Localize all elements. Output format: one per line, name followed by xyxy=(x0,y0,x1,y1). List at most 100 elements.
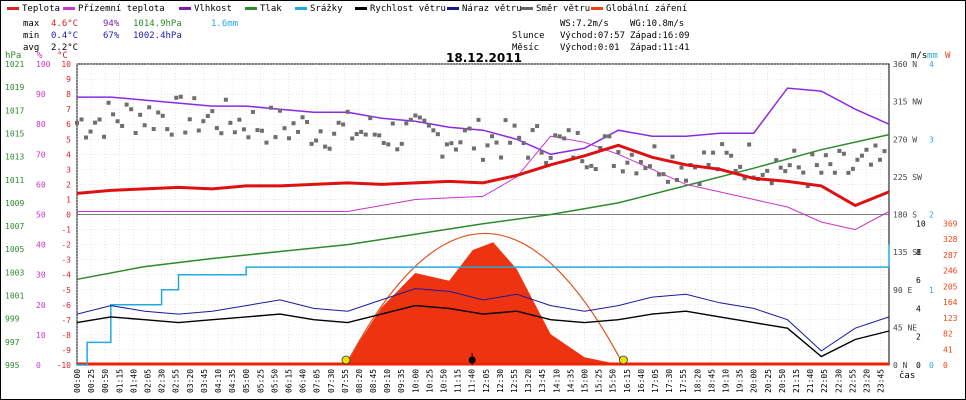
wind-dir-point xyxy=(354,132,359,137)
wind-dir-point xyxy=(598,146,603,151)
wind-dir-point xyxy=(205,113,210,118)
humidity-tick-label: 20 xyxy=(36,301,46,310)
wind-dir-point xyxy=(670,154,675,159)
pressure-tick-label: 997 xyxy=(5,338,20,347)
wind-dir-point xyxy=(178,94,183,99)
unit-degc: °C xyxy=(57,51,68,61)
temperature-tick-label: -2 xyxy=(61,241,71,250)
pressure-tick-label: 1019 xyxy=(5,83,24,92)
x-tick-label: 02:30 xyxy=(158,369,167,393)
legend-label: Náraz větru xyxy=(462,4,522,14)
wind-dir-tick-label: 180 S xyxy=(893,211,917,220)
pressure-tick-label: 999 xyxy=(5,315,20,324)
wind-dir-point xyxy=(210,109,215,114)
legend-label: Vlhkost xyxy=(194,4,232,14)
x-tick-label: 15:00 xyxy=(581,369,590,393)
solar-tick-label: 328 xyxy=(943,235,958,244)
wind-dir-point xyxy=(769,181,774,186)
x-tick-label: 12:55 xyxy=(510,369,519,393)
wind-dir-point xyxy=(309,141,314,146)
wind-dir-point xyxy=(363,132,368,137)
wind-dir-point xyxy=(733,168,738,173)
wind-dir-point xyxy=(273,135,278,140)
wind-dir-point xyxy=(810,152,815,157)
temperature-tick-label: 3 xyxy=(66,165,71,174)
pressure-tick-label: 1009 xyxy=(5,199,24,208)
temperature-tick-label: 10 xyxy=(61,60,71,69)
x-tick-label: 20:50 xyxy=(778,369,787,393)
wind-dir-point xyxy=(850,166,855,171)
x-tick-label: 20:00 xyxy=(750,369,759,393)
wind-dir-point xyxy=(287,136,292,141)
wind-dir-point xyxy=(111,112,116,117)
wind-dir-point xyxy=(259,128,264,133)
wind-dir-point xyxy=(106,100,111,105)
legend-label: Rychlost větru xyxy=(370,4,446,14)
x-tick-label: 00:25 xyxy=(87,369,96,393)
legend-label: Srážky xyxy=(310,4,343,14)
wind-dir-point xyxy=(643,166,648,171)
wind-dir-point xyxy=(868,162,873,167)
wind-dir-point xyxy=(147,105,152,110)
wind-dir-point xyxy=(296,129,301,134)
wind-dir-point xyxy=(314,138,319,143)
wind-dir-point xyxy=(490,134,495,139)
wind-speed-tick-label: 10 xyxy=(916,220,926,229)
wind-dir-point xyxy=(481,157,485,162)
humidity-tick-label: 0 xyxy=(36,361,41,370)
wind-dir-point xyxy=(201,119,206,124)
x-tick-label: 18:45 xyxy=(707,369,716,393)
moonset-time: Západ:11:41 xyxy=(630,43,690,53)
pressure-tick-label: 1011 xyxy=(5,176,24,185)
temperature-tick-label: 7 xyxy=(66,105,71,114)
wind-dir-point xyxy=(381,140,386,145)
wind-dir-point xyxy=(350,136,355,141)
temperature-tick-label: 0 xyxy=(66,211,71,220)
wind-dir-point xyxy=(404,121,409,126)
wind-dir-point xyxy=(97,117,102,122)
x-tick-label: 10:00 xyxy=(411,369,420,393)
wind-dir-point xyxy=(183,130,188,135)
wind-dir-point xyxy=(877,157,882,162)
wind-dir-point xyxy=(823,153,828,158)
wind-dir-point xyxy=(422,118,427,123)
wind-dir-point xyxy=(435,132,440,137)
x-tick-label: 06:40 xyxy=(299,369,308,393)
wind-dir-point xyxy=(214,126,219,131)
wind-dir-point xyxy=(593,167,598,172)
moon-label: Měsíc xyxy=(512,43,540,53)
sunrise-marker xyxy=(341,355,351,365)
x-tick-label: 19:10 xyxy=(721,369,730,393)
rain-tick-label: 2 xyxy=(929,211,934,220)
wind-dir-point xyxy=(738,164,743,169)
wind-dir-point xyxy=(548,155,553,160)
x-tick-label: 02:55 xyxy=(172,369,181,393)
wind-dir-tick-label: 225 SW xyxy=(893,173,922,182)
unit-cas: čas xyxy=(899,371,916,381)
x-tick-label: 01:40 xyxy=(129,369,138,393)
wind-dir-point xyxy=(711,150,716,155)
wind-dir-point xyxy=(142,123,147,128)
unit-w: W xyxy=(945,51,951,61)
temperature-tick-label: -9 xyxy=(61,346,71,355)
wind-dir-tick-label: 135 SE xyxy=(893,248,922,257)
series-prizemni-teplota xyxy=(77,135,890,231)
x-tick-label: 04:10 xyxy=(214,369,223,393)
solar-tick-label: 205 xyxy=(943,282,958,291)
wind-dir-point xyxy=(575,130,580,135)
wind-dir-point xyxy=(440,154,445,159)
wind-dir-point xyxy=(855,157,860,162)
temperature-tick-label: -6 xyxy=(61,301,71,310)
humidity-tick-label: 60 xyxy=(36,180,46,189)
series-globalni-zareni xyxy=(344,242,622,365)
sunrise-time: Východ:07:57 xyxy=(560,31,626,41)
temperature-tick-label: 6 xyxy=(66,120,71,129)
wind-dir-point xyxy=(634,171,639,176)
wind-dir-point xyxy=(395,147,400,152)
x-tick-label: 03:20 xyxy=(186,369,195,393)
wind-dir-point xyxy=(801,170,806,175)
wind-dir-point xyxy=(485,143,490,148)
wind-dir-point xyxy=(219,131,224,136)
solar-tick-label: 0 xyxy=(943,361,948,370)
